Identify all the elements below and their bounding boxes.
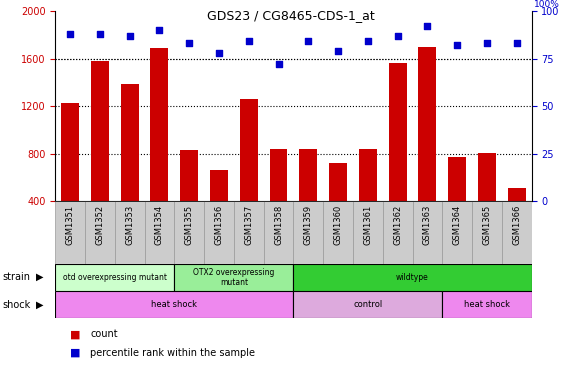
Bar (85, 201, 115, 264)
Bar (180, 150, 198, 201)
Text: ■: ■ (70, 348, 80, 358)
Bar (264, 201, 293, 264)
Text: shock: shock (3, 300, 31, 310)
Text: strain: strain (3, 272, 31, 282)
Text: GSM1351: GSM1351 (66, 204, 74, 244)
Text: ▶: ▶ (36, 300, 43, 310)
Bar (55, 264, 174, 291)
Text: GSM1354: GSM1354 (155, 204, 164, 244)
Point (66, 31, 75, 37)
Bar (478, 153, 496, 201)
Point (453, 42, 462, 48)
Point (363, 38, 372, 44)
Text: count: count (90, 329, 118, 339)
Text: GSM1353: GSM1353 (125, 204, 134, 244)
Bar (293, 264, 532, 291)
Text: GSM1357: GSM1357 (244, 204, 253, 244)
Bar (174, 264, 293, 291)
Text: GSM1365: GSM1365 (482, 204, 492, 244)
Bar (329, 163, 347, 201)
Bar (270, 149, 288, 201)
Point (185, 40, 194, 46)
Bar (508, 188, 526, 201)
Text: GSM1352: GSM1352 (95, 204, 105, 244)
Text: ■: ■ (70, 329, 80, 339)
Bar (502, 201, 532, 264)
Bar (472, 201, 502, 264)
Text: GDS23 / CG8465-CDS-1_at: GDS23 / CG8465-CDS-1_at (207, 9, 374, 22)
Point (423, 23, 432, 29)
Text: control: control (353, 300, 382, 309)
Point (95, 31, 105, 37)
Point (482, 40, 492, 46)
Bar (55, 291, 293, 318)
Text: GSM1364: GSM1364 (453, 204, 462, 244)
Text: 100%: 100% (534, 0, 560, 9)
Bar (240, 99, 258, 201)
Bar (293, 291, 442, 318)
Point (512, 40, 521, 46)
Point (244, 38, 253, 44)
Bar (383, 201, 413, 264)
Text: heat shock: heat shock (151, 300, 198, 309)
Bar (174, 201, 204, 264)
Bar (449, 157, 466, 201)
Bar (299, 149, 317, 201)
Bar (323, 201, 353, 264)
Point (125, 33, 134, 39)
Point (393, 33, 402, 39)
Text: ▶: ▶ (36, 272, 43, 282)
Text: GSM1359: GSM1359 (304, 204, 313, 244)
Text: GSM1355: GSM1355 (185, 204, 193, 244)
Bar (61, 102, 79, 201)
Point (304, 38, 313, 44)
Bar (204, 201, 234, 264)
Text: GSM1361: GSM1361 (363, 204, 372, 244)
Point (333, 48, 343, 54)
Text: percentile rank within the sample: percentile rank within the sample (90, 348, 255, 358)
Bar (115, 201, 145, 264)
Bar (418, 46, 436, 201)
Bar (442, 201, 472, 264)
Point (274, 61, 283, 67)
Bar (234, 201, 264, 264)
Text: wildtype: wildtype (396, 273, 429, 282)
Bar (145, 201, 174, 264)
Point (155, 27, 164, 33)
Bar (359, 149, 376, 201)
Text: GSM1358: GSM1358 (274, 204, 283, 244)
Text: GSM1356: GSM1356 (214, 204, 224, 244)
Bar (413, 201, 442, 264)
Text: GSM1362: GSM1362 (393, 204, 402, 244)
Text: otd overexpressing mutant: otd overexpressing mutant (63, 273, 167, 282)
Text: GSM1366: GSM1366 (512, 204, 521, 245)
Text: OTX2 overexpressing
mutant: OTX2 overexpressing mutant (193, 268, 275, 287)
Point (214, 50, 224, 56)
Bar (121, 83, 139, 201)
Bar (353, 201, 383, 264)
Bar (442, 291, 532, 318)
Text: GSM1360: GSM1360 (333, 204, 343, 244)
Bar (55, 201, 85, 264)
Bar (293, 201, 323, 264)
Text: heat shock: heat shock (464, 300, 510, 309)
Bar (91, 61, 109, 201)
Bar (210, 171, 228, 201)
Bar (150, 48, 168, 201)
Bar (389, 63, 407, 201)
Text: GSM1363: GSM1363 (423, 204, 432, 245)
